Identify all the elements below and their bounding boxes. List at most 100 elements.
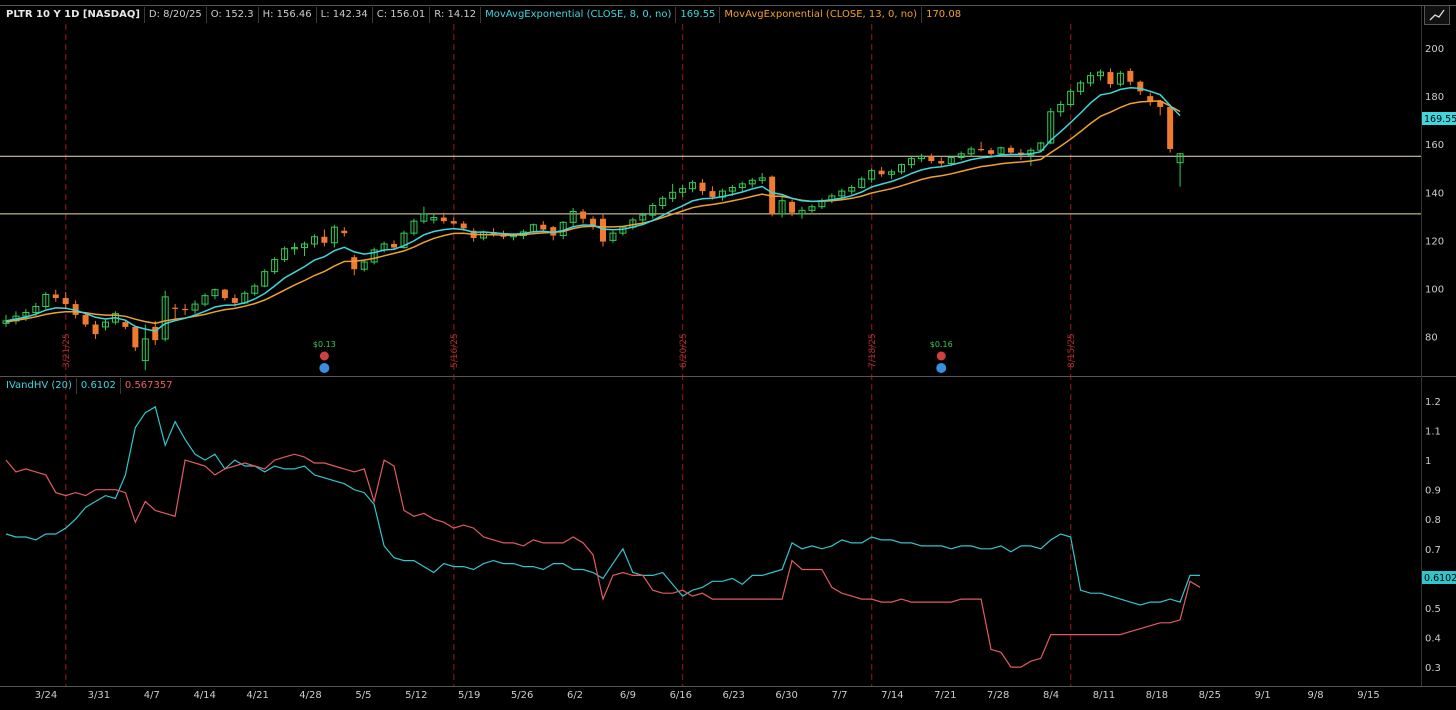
candle-body <box>132 326 139 348</box>
candle-body <box>907 158 915 166</box>
candle-body <box>52 294 59 299</box>
candle-body <box>420 213 428 222</box>
trend-icon <box>1429 9 1445 21</box>
price-panel-header: PLTR 10 Y 1D [NASDAQ] D: 8/20/25 O: 152.… <box>2 7 965 23</box>
candle-body <box>957 153 965 158</box>
earnings-amount-label: $0.13 <box>313 340 336 349</box>
earnings-icon <box>936 351 946 361</box>
open-readout: O: 152.3 <box>207 7 259 23</box>
candle-body <box>540 224 547 230</box>
candle-body <box>391 243 398 248</box>
candle-body <box>868 170 876 180</box>
ivhv-study-label[interactable]: IVandHV (20) <box>2 378 77 394</box>
candle-body <box>679 188 687 193</box>
candle-body <box>1057 104 1065 113</box>
candle-body <box>848 186 856 192</box>
date-tick-label: 6/9 <box>620 690 636 701</box>
last-price-badge-label: 169.55 <box>1424 114 1456 125</box>
candle-body <box>898 164 905 173</box>
candle-body <box>858 178 866 188</box>
date-tick-label: 9/1 <box>1255 690 1271 701</box>
candle-body <box>709 191 716 198</box>
expiration-date-label: 3/21/25 <box>62 333 72 368</box>
date-tick-label: 5/5 <box>355 690 371 701</box>
date-tick-label: 4/7 <box>144 690 160 701</box>
candle-body <box>689 182 697 190</box>
range-readout: R: 14.12 <box>430 7 482 23</box>
candle-body <box>330 226 338 244</box>
ivhv-tick-label: 1 <box>1425 456 1431 467</box>
candle-body <box>798 209 806 215</box>
candle-body <box>310 236 318 245</box>
date-tick-label: 4/21 <box>246 690 268 701</box>
ivhv-tick-label: 0.9 <box>1425 486 1441 497</box>
candle-body <box>550 227 557 236</box>
symbol-label[interactable]: PLTR 10 Y 1D [NASDAQ] <box>2 7 145 23</box>
iv-value: 0.6102 <box>77 378 121 394</box>
candle-body <box>569 211 577 223</box>
date-tick-label: 7/7 <box>831 690 847 701</box>
expiration-date-label: 5/16/25 <box>450 333 460 368</box>
earnings-amount-label: $0.16 <box>930 340 953 349</box>
candle-body <box>141 338 149 362</box>
candle-body <box>172 307 179 309</box>
candle-body <box>669 191 677 199</box>
ema13-study-label[interactable]: MovAvgExponential (CLOSE, 13, 0, no) <box>720 7 923 23</box>
candle-body <box>580 211 587 219</box>
candle-body <box>590 218 597 226</box>
candle-body <box>351 257 358 270</box>
ivhv-tick-label: 0.8 <box>1425 515 1441 526</box>
candle-body <box>978 149 985 151</box>
candle-body <box>748 179 756 185</box>
date-tick-label: 6/30 <box>775 690 797 701</box>
candle-body <box>1157 100 1164 107</box>
candle-body <box>988 150 995 154</box>
candle-body <box>659 197 667 207</box>
date-tick-label: 4/28 <box>299 690 321 701</box>
candle-body <box>1116 72 1124 85</box>
hv-line <box>5 453 1201 668</box>
candle-body <box>947 156 955 164</box>
date-tick-label: 4/14 <box>193 690 215 701</box>
date-tick-label: 6/2 <box>567 690 583 701</box>
candle-body <box>370 249 378 263</box>
chart-settings-button[interactable] <box>1424 5 1450 25</box>
candle-body <box>609 232 617 241</box>
info-icon <box>319 363 330 373</box>
candle-body <box>758 177 766 181</box>
candle-body <box>62 298 69 305</box>
candle-body <box>1176 153 1184 164</box>
candle-body <box>1137 81 1144 92</box>
lower-panel-header: IVandHV (20) 0.6102 0.567357 <box>2 378 177 394</box>
ema8-study-label[interactable]: MovAvgExponential (CLOSE, 8, 0, no) <box>481 7 677 23</box>
candle-body <box>967 148 975 155</box>
candle-body <box>321 236 328 243</box>
date-tick-label: 9/8 <box>1308 690 1324 701</box>
candle-body <box>291 247 299 250</box>
candle-body <box>938 161 945 164</box>
price-tick-label: 200 <box>1425 44 1444 55</box>
candle-body <box>72 304 79 315</box>
ema8-value: 169.55 <box>676 7 721 23</box>
date-tick-label: 3/24 <box>35 690 57 701</box>
candle-body <box>360 261 368 270</box>
candle-body <box>191 303 199 311</box>
candle-body <box>1087 75 1095 84</box>
candle-body <box>281 248 289 261</box>
ema13-value: 170.08 <box>926 9 962 20</box>
candle-body <box>917 155 925 160</box>
date-tick-label: 8/18 <box>1146 690 1168 701</box>
date-tick-label: 5/19 <box>458 690 480 701</box>
date-tick-label: 6/16 <box>670 690 692 701</box>
candle-body <box>838 190 846 197</box>
ivhv-tick-label: 0.5 <box>1425 604 1441 615</box>
candle-body <box>251 285 259 294</box>
date-tick-label: 9/15 <box>1357 690 1379 701</box>
ivhv-tick-label: 0.4 <box>1425 634 1441 645</box>
candle-body <box>639 214 647 221</box>
info-icon <box>936 363 947 373</box>
high-readout: H: 156.46 <box>259 7 317 23</box>
ivhv-tick-label: 1.2 <box>1425 397 1441 408</box>
price-tick-label: 120 <box>1425 236 1444 247</box>
